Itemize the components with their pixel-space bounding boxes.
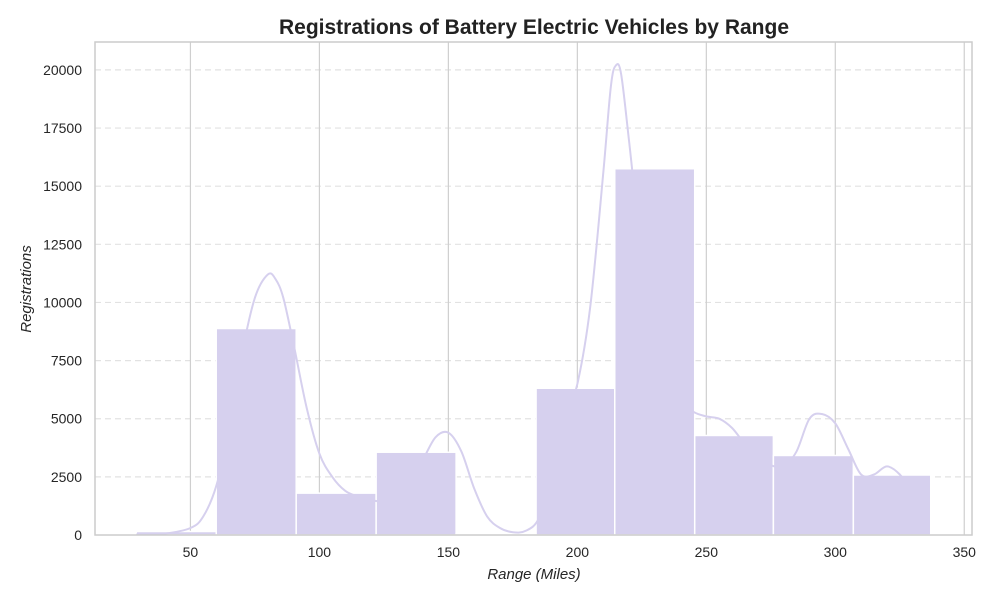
- kde-curve: [136, 63, 927, 536]
- x-tick-label: 250: [695, 544, 719, 560]
- histogram-bar: [614, 167, 696, 536]
- y-tick-label: 10000: [43, 294, 82, 310]
- chart-title: Registrations of Battery Electric Vehicl…: [279, 16, 789, 39]
- x-tick-label: 100: [308, 544, 332, 560]
- x-tick-label: 200: [566, 544, 590, 560]
- histogram-bar: [535, 387, 616, 536]
- y-tick-label: 5000: [51, 411, 82, 427]
- x-tick-label: 50: [183, 544, 199, 560]
- y-tick-label: 7500: [51, 353, 82, 369]
- y-tick-label: 15000: [43, 178, 82, 194]
- histogram-bar: [852, 474, 932, 536]
- y-tick-label: 12500: [43, 236, 82, 252]
- y-tick-label: 20000: [43, 62, 82, 78]
- y-tick-label: 2500: [51, 469, 82, 485]
- plot-border: [94, 41, 973, 536]
- x-tick-label: 350: [953, 544, 977, 560]
- x-axis-label: Range (Miles): [487, 566, 580, 583]
- x-tick-label: 300: [824, 544, 848, 560]
- plot-frame: [94, 41, 973, 536]
- x-tick-label: 150: [437, 544, 461, 560]
- histogram-bar: [295, 492, 377, 536]
- bars-layer: [135, 167, 932, 536]
- y-tick-label: 0: [74, 527, 82, 543]
- kde-layer: [136, 63, 927, 536]
- histogram-bar: [772, 454, 855, 536]
- y-axis-label: Registrations: [18, 245, 35, 333]
- histogram-bar: [375, 451, 457, 536]
- ticks-layer: 50 100 150 200 250 300 350 0 2500 5000 7500 10000 12…: [43, 62, 976, 560]
- histogram-bar: [693, 434, 775, 536]
- y-tick-label: 17500: [43, 120, 82, 136]
